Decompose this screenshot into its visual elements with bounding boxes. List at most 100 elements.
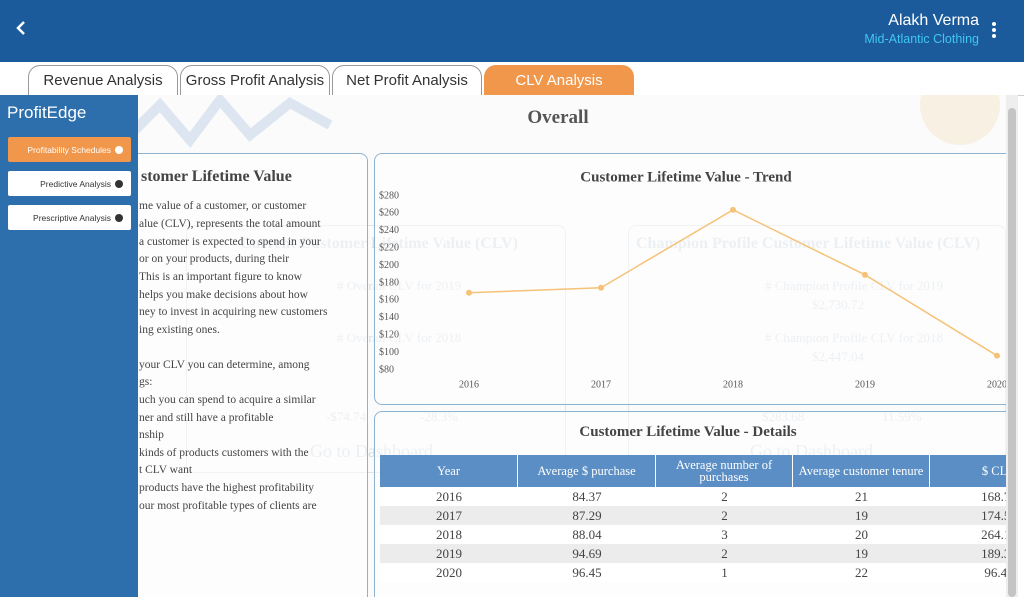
info-line: or on your products, during their [139, 253, 290, 265]
column-header: $ CLV [930, 455, 1006, 487]
column-header: Average number of purchases [656, 455, 793, 487]
arrow-icon [115, 145, 123, 154]
data-point [862, 271, 868, 278]
data-point [466, 289, 472, 296]
info-line: t CLV want [139, 464, 193, 476]
info-line: kinds of products customers with the [139, 447, 309, 459]
y-tick-label: $100 [379, 347, 399, 358]
button-label: Profitability Schedules [27, 144, 111, 155]
watermark [130, 95, 1000, 148]
details-table: Year Average $ purchase Average number of … [380, 455, 1006, 597]
table-cell: 94.69 [572, 546, 602, 561]
scrollbar-thumb[interactable] [1008, 108, 1016, 597]
user-name: Alakh Verma [888, 12, 979, 29]
arrow-icon [115, 213, 123, 222]
table-cell: 96.45 [984, 565, 1006, 580]
x-tick-label: 2018 [723, 379, 743, 390]
table-cell: 189.38 [981, 546, 1006, 561]
brand: ProfitEdge [7, 103, 87, 122]
table-cell: 2 [721, 508, 728, 523]
x-tick-label: 2017 [591, 379, 611, 390]
data-point [730, 206, 736, 213]
table-row: 2017 87.29 2 19 174.58 [380, 506, 1006, 525]
y-tick-label: $240 [379, 225, 399, 236]
info-line: helps you make decisions about how [139, 289, 308, 301]
tab[interactable]: Gross Profit Analysis [180, 65, 330, 95]
details-panel: Customer Lifetime Value - Details Year Av… [374, 411, 1006, 597]
y-tick-label: $120 [379, 329, 399, 340]
company-name: Mid-Atlantic Clothing [864, 32, 979, 46]
sidebar: ProfitEdge Profitability Schedules Predic… [0, 95, 138, 597]
x-tick-label: 2019 [855, 379, 875, 390]
chart-title: Customer Lifetime Value - Trend [580, 169, 792, 185]
table-cell: 2 [721, 546, 728, 561]
tab[interactable]: Revenue Analysis [28, 65, 178, 95]
sidebar-button[interactable]: Predictive Analysis [8, 171, 131, 196]
info-line: alue (CLV), represents the total amount [139, 218, 321, 230]
info-line: ing existing ones. [139, 324, 220, 336]
y-tick-label: $140 [379, 312, 399, 323]
info-line: a customer is expected to spend in your [139, 236, 321, 248]
table-cell: 2 [721, 489, 728, 504]
y-tick-label: $220 [379, 242, 399, 253]
table-cell: 21 [855, 489, 868, 504]
back-button[interactable] [14, 20, 28, 36]
table-cell: 88.04 [572, 527, 602, 542]
tab-bar: Revenue Analysis Gross Profit Analysis Net… [0, 62, 1024, 96]
menu-button[interactable] [989, 20, 999, 40]
data-point [994, 352, 1000, 359]
info-line: nship [139, 429, 164, 441]
trend-panel: Customer Lifetime Value - Trend $80 $100 $… [374, 153, 1006, 405]
table-cell: 2016 [436, 489, 462, 504]
sidebar-button[interactable]: Prescriptive Analysis [8, 205, 131, 230]
chart: Customer Lifetime Value - Trend $80 $100 $… [379, 169, 1006, 390]
column-header: Average $ purchase [518, 455, 656, 487]
info-line: me value of a customer, or customer [139, 200, 307, 212]
table-cell: 87.29 [572, 508, 602, 523]
x-tick-label: 2020 [987, 379, 1006, 390]
app-header: Alakh Verma Mid-Atlantic Clothing [0, 0, 1024, 62]
table-title: Customer Lifetime Value - Details [579, 424, 797, 440]
table-cell: 174.58 [981, 508, 1006, 523]
table-cell: 264.12 [981, 527, 1006, 542]
table-cell: 168.74 [981, 489, 1006, 504]
table-cell: 1 [721, 565, 728, 580]
table-cell: 22 [855, 565, 868, 580]
tab[interactable]: Net Profit Analysis [332, 65, 482, 95]
info-line: our most profitable types of clients are [139, 500, 317, 512]
info-line: ner and still have a profitable [139, 412, 274, 424]
info-panel: stomer Lifetime Value me value of a cust… [120, 153, 368, 597]
x-tick-label: 2016 [459, 379, 479, 390]
table-row: 2018 88.04 3 20 264.12 [380, 525, 1006, 544]
table-cell: 19 [855, 546, 868, 561]
table-cell: 2017 [436, 508, 462, 523]
column-header: Average customer tenure [793, 455, 930, 487]
y-tick-label: $280 [379, 190, 399, 201]
table-cell: 2019 [436, 546, 462, 561]
table-row: 2019 94.69 2 19 189.38 [380, 544, 1006, 563]
sidebar-button[interactable]: Profitability Schedules [8, 137, 131, 162]
y-tick-label: $260 [379, 208, 399, 219]
data-point [598, 284, 604, 291]
table-row: 2016 84.37 2 21 168.74 [380, 487, 1006, 506]
table-cell: 2018 [436, 527, 462, 542]
y-tick-label: $80 [379, 364, 394, 375]
info-line: uch you can spend to acquire a similar [139, 394, 316, 406]
y-tick-label: $160 [379, 295, 399, 306]
arrow-icon [115, 179, 123, 188]
table-cell: 19 [855, 508, 868, 523]
button-label: Predictive Analysis [40, 178, 111, 189]
table-cell: 20 [855, 527, 868, 542]
page-title: Overall [527, 107, 589, 128]
y-tick-label: $180 [379, 277, 399, 288]
info-title: stomer Lifetime Value [141, 168, 292, 185]
table-cell: 2020 [436, 565, 462, 580]
info-line: gs: [139, 376, 153, 388]
info-line: products have the highest profitability [139, 482, 315, 494]
info-line: This is an important figure to know [139, 271, 302, 283]
column-header: Year [380, 455, 518, 487]
table-cell: 84.37 [572, 489, 602, 504]
button-label: Prescriptive Analysis [33, 212, 111, 223]
tab[interactable]: CLV Analysis [484, 65, 634, 95]
